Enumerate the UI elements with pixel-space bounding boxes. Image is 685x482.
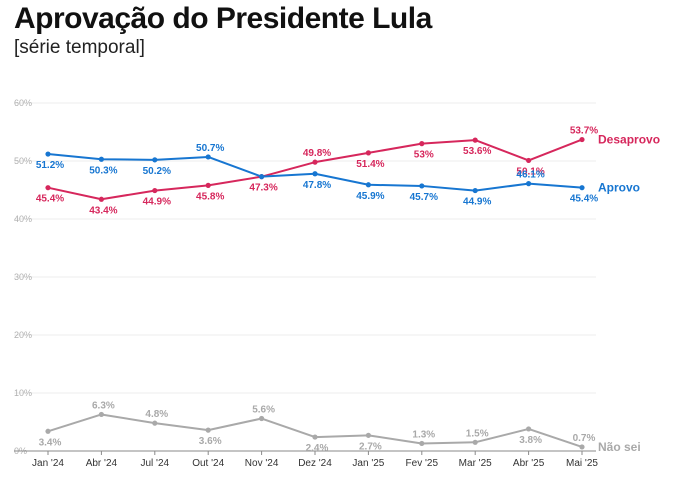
data-label: 50.3% [89,165,117,176]
data-label: 43.4% [89,205,117,216]
data-point [579,136,585,143]
data-point [472,187,478,194]
data-point [312,171,318,177]
legend-series-name: Não sei [598,440,641,454]
data-point [45,151,51,157]
data-label: 1.3% [412,429,435,440]
data-label: 49.8% [303,148,331,159]
data-label: 2.4% [306,443,329,454]
data-point [419,141,425,147]
data-point [98,411,104,418]
data-point [312,159,318,165]
data-label: 45.4% [36,194,64,205]
x-tick-label: Mai '25 [566,458,598,469]
data-label: 45.9% [356,191,384,202]
data-point [152,157,158,163]
data-point [98,156,104,162]
data-point [312,434,318,440]
data-point [365,432,371,438]
data-label: 45.8% [196,191,224,202]
data-point [472,439,478,445]
data-label: 51.4% [356,159,384,170]
x-tick-label: Abr '24 [86,458,118,469]
x-tick-label: Abr '25 [513,458,545,469]
data-label: 3.4% [39,437,62,448]
data-point [579,185,585,191]
x-tick-label: Mar '25 [459,458,492,469]
data-point [152,420,158,426]
data-point [526,181,532,187]
data-point [98,196,104,202]
x-tick-label: Jan '25 [352,458,384,469]
data-point [45,428,51,434]
data-label: 44.9% [463,197,491,208]
data-point [152,187,158,194]
data-label: 6.3% [92,400,115,411]
data-point [419,440,425,447]
data-point [579,444,585,450]
series-line-2 [47,413,583,448]
data-label: 45.4% [570,194,598,205]
data-label: 4.8% [145,409,168,420]
data-point [205,154,211,160]
data-label: 1.5% [466,428,489,439]
data-point [205,427,211,433]
data-point [472,137,478,143]
data-point [419,183,425,189]
y-tick-label: 10% [14,388,32,398]
data-label: 0.7% [573,433,596,444]
data-label: 47.8% [303,180,331,191]
legend-series-name: Desaprovo [598,133,660,147]
data-label: 46.1% [516,170,544,181]
x-tick-label: Dez '24 [298,458,332,469]
y-tick-label: 20% [14,330,32,340]
data-label: 53.7% [570,126,598,137]
y-tick-label: 40% [14,214,32,224]
data-label: 47.3% [249,183,277,194]
data-label: 53% [414,150,434,161]
x-tick-label: Jul '24 [141,458,170,469]
x-tick-label: Out '24 [192,458,224,469]
data-point [45,185,51,191]
data-label: 50.7% [196,143,224,154]
data-label: 44.9% [143,197,171,208]
data-label: 3.8% [519,435,542,446]
data-label: 51.2% [36,160,64,171]
data-label: 2.7% [359,441,382,452]
data-label: 50.2% [143,166,171,177]
legend-series-name: Aprovo [598,181,640,195]
x-tick-label: Nov '24 [245,458,279,469]
data-point [526,157,532,164]
chart-title: Aprovação do Presidente Lula [14,2,432,35]
data-point [205,182,211,188]
x-tick-label: Fev '25 [406,458,439,469]
x-tick-label: Jan '24 [32,458,64,469]
data-point [365,182,371,188]
data-point [259,174,265,180]
data-point [365,150,371,156]
data-label: 45.7% [410,192,438,203]
data-point [526,426,532,432]
chart-subtitle: [série temporal] [14,37,145,58]
data-label: 50.1% [516,166,544,177]
y-tick-label: 60% [14,98,32,108]
y-tick-label: 50% [14,156,32,166]
data-label: 53.6% [463,146,491,157]
data-label: 5.6% [252,405,275,416]
data-label: 3.6% [199,436,222,447]
data-point [259,415,265,422]
y-tick-label: 30% [14,272,32,282]
